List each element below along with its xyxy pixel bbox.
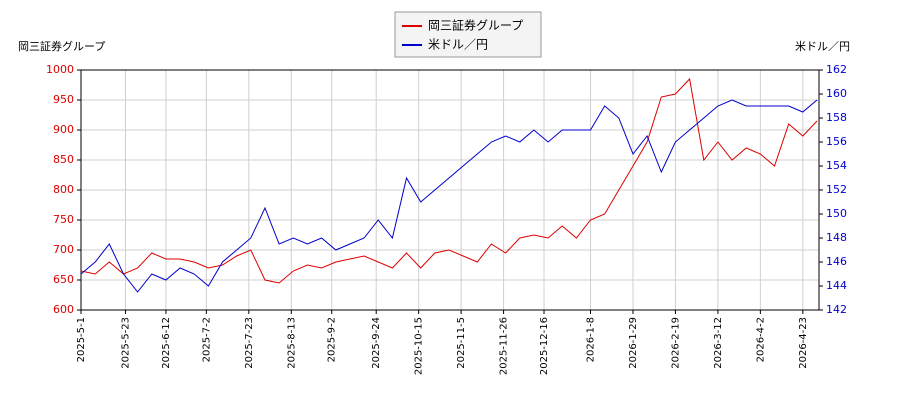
y2-tick-label: 160 <box>826 87 847 100</box>
y2-tick-label: 158 <box>826 111 847 124</box>
y-tick-label: 900 <box>53 123 74 136</box>
y-tick-label: 750 <box>53 213 74 226</box>
x-tick-label: 2026-2-19 <box>670 317 681 369</box>
y-tick-label: 600 <box>53 303 74 316</box>
x-tick-label: 2026-1-29 <box>628 317 639 369</box>
y-tick-label: 700 <box>53 243 74 256</box>
x-tick-label: 2025-11-5 <box>456 317 467 369</box>
y2-tick-label: 148 <box>826 231 847 244</box>
y-tick-label: 1000 <box>46 63 74 76</box>
x-tick-label: 2025-9-2 <box>327 317 338 362</box>
y2-tick-label: 142 <box>826 303 847 316</box>
y2-tick-label: 144 <box>826 279 847 292</box>
x-tick-label: 2026-4-2 <box>755 317 766 362</box>
x-tick-label: 2025-7-2 <box>201 317 212 362</box>
y2-axis-label: 米ドル／円 <box>795 40 850 53</box>
x-tick-label: 2025-10-15 <box>414 317 425 375</box>
y-tick-label: 650 <box>53 273 74 286</box>
y2-tick-label: 152 <box>826 183 847 196</box>
x-tick-label: 2025-8-13 <box>286 317 297 369</box>
y-axis-label: 岡三証券グループ <box>18 39 105 53</box>
x-tick-label: 2025-7-23 <box>244 317 255 369</box>
x-tick-label: 2025-5-23 <box>120 317 131 369</box>
x-tick-label: 2026-3-12 <box>713 317 724 369</box>
series-line <box>80 77 818 284</box>
x-tick-label: 2025-5-1 <box>76 317 87 362</box>
y2-tick-label: 154 <box>826 159 847 172</box>
y2-tick-label: 150 <box>826 207 847 220</box>
x-tick-label: 2025-11-26 <box>499 317 510 375</box>
y2-tick-label: 146 <box>826 255 847 268</box>
x-tick-label: 2025-9-24 <box>371 317 382 369</box>
y2-tick-label: 162 <box>826 63 847 76</box>
x-tick-label: 2025-6-12 <box>161 317 172 369</box>
y-tick-label: 850 <box>53 153 74 166</box>
legend-label: 米ドル／円 <box>428 38 488 52</box>
y2-tick-label: 156 <box>826 135 847 148</box>
x-tick-label: 2026-4-23 <box>798 317 809 369</box>
legend-label: 岡三証券グループ <box>428 18 523 33</box>
y-tick-label: 800 <box>53 183 74 196</box>
legend-box <box>394 11 542 58</box>
y-tick-label: 950 <box>53 93 74 106</box>
x-tick-label: 2025-12-16 <box>539 317 550 375</box>
x-tick-label: 2026-1-8 <box>586 317 597 362</box>
plot-frame <box>80 69 820 311</box>
series-line <box>80 99 818 293</box>
